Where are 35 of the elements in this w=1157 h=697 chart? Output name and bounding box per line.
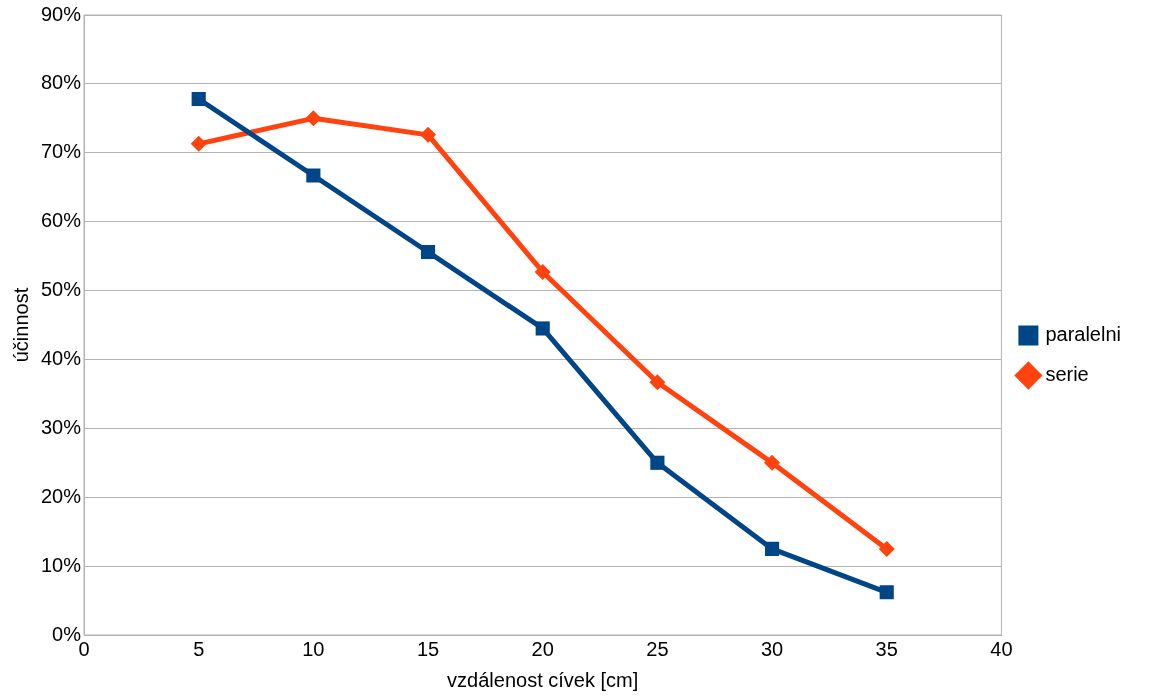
x-tick-label: 40 (990, 637, 1013, 660)
x-tick-label: 25 (646, 637, 669, 660)
y-tick-label: 70% (41, 140, 82, 163)
point (190, 135, 207, 152)
x-tick-label: 35 (875, 637, 898, 660)
y-tick-label: 30% (41, 415, 82, 438)
y-tick-label: 50% (41, 278, 82, 301)
point (650, 455, 665, 470)
x-axis-title: vzdálenost cívek [cm] (447, 668, 639, 691)
x-tick-label: 5 (193, 637, 205, 660)
y-tick-label: 90% (41, 2, 82, 25)
point (191, 91, 206, 107)
y-axis-title: účinnost (9, 287, 32, 363)
point (305, 110, 322, 127)
point (764, 541, 780, 556)
point (764, 454, 781, 471)
point (535, 321, 550, 336)
y-tick-label: 60% (41, 209, 82, 232)
point (306, 168, 321, 183)
point (534, 263, 551, 280)
x-tick-label: 15 (416, 637, 440, 660)
legend-label: paralelni (1045, 323, 1121, 346)
point (420, 126, 437, 143)
y-tick-label: 80% (41, 71, 82, 94)
point (420, 244, 436, 260)
y-tick-label: 40% (41, 346, 82, 369)
x-tick-label: 30 (760, 637, 784, 660)
x-tick-label: 20 (531, 637, 554, 660)
legend-label: serie (1045, 363, 1089, 386)
x-tick-label: 10 (302, 637, 325, 660)
y-tick-label: 20% (41, 484, 82, 507)
y-tick-label: 10% (41, 553, 82, 576)
point (878, 540, 895, 557)
point (649, 374, 666, 391)
point (879, 585, 894, 600)
